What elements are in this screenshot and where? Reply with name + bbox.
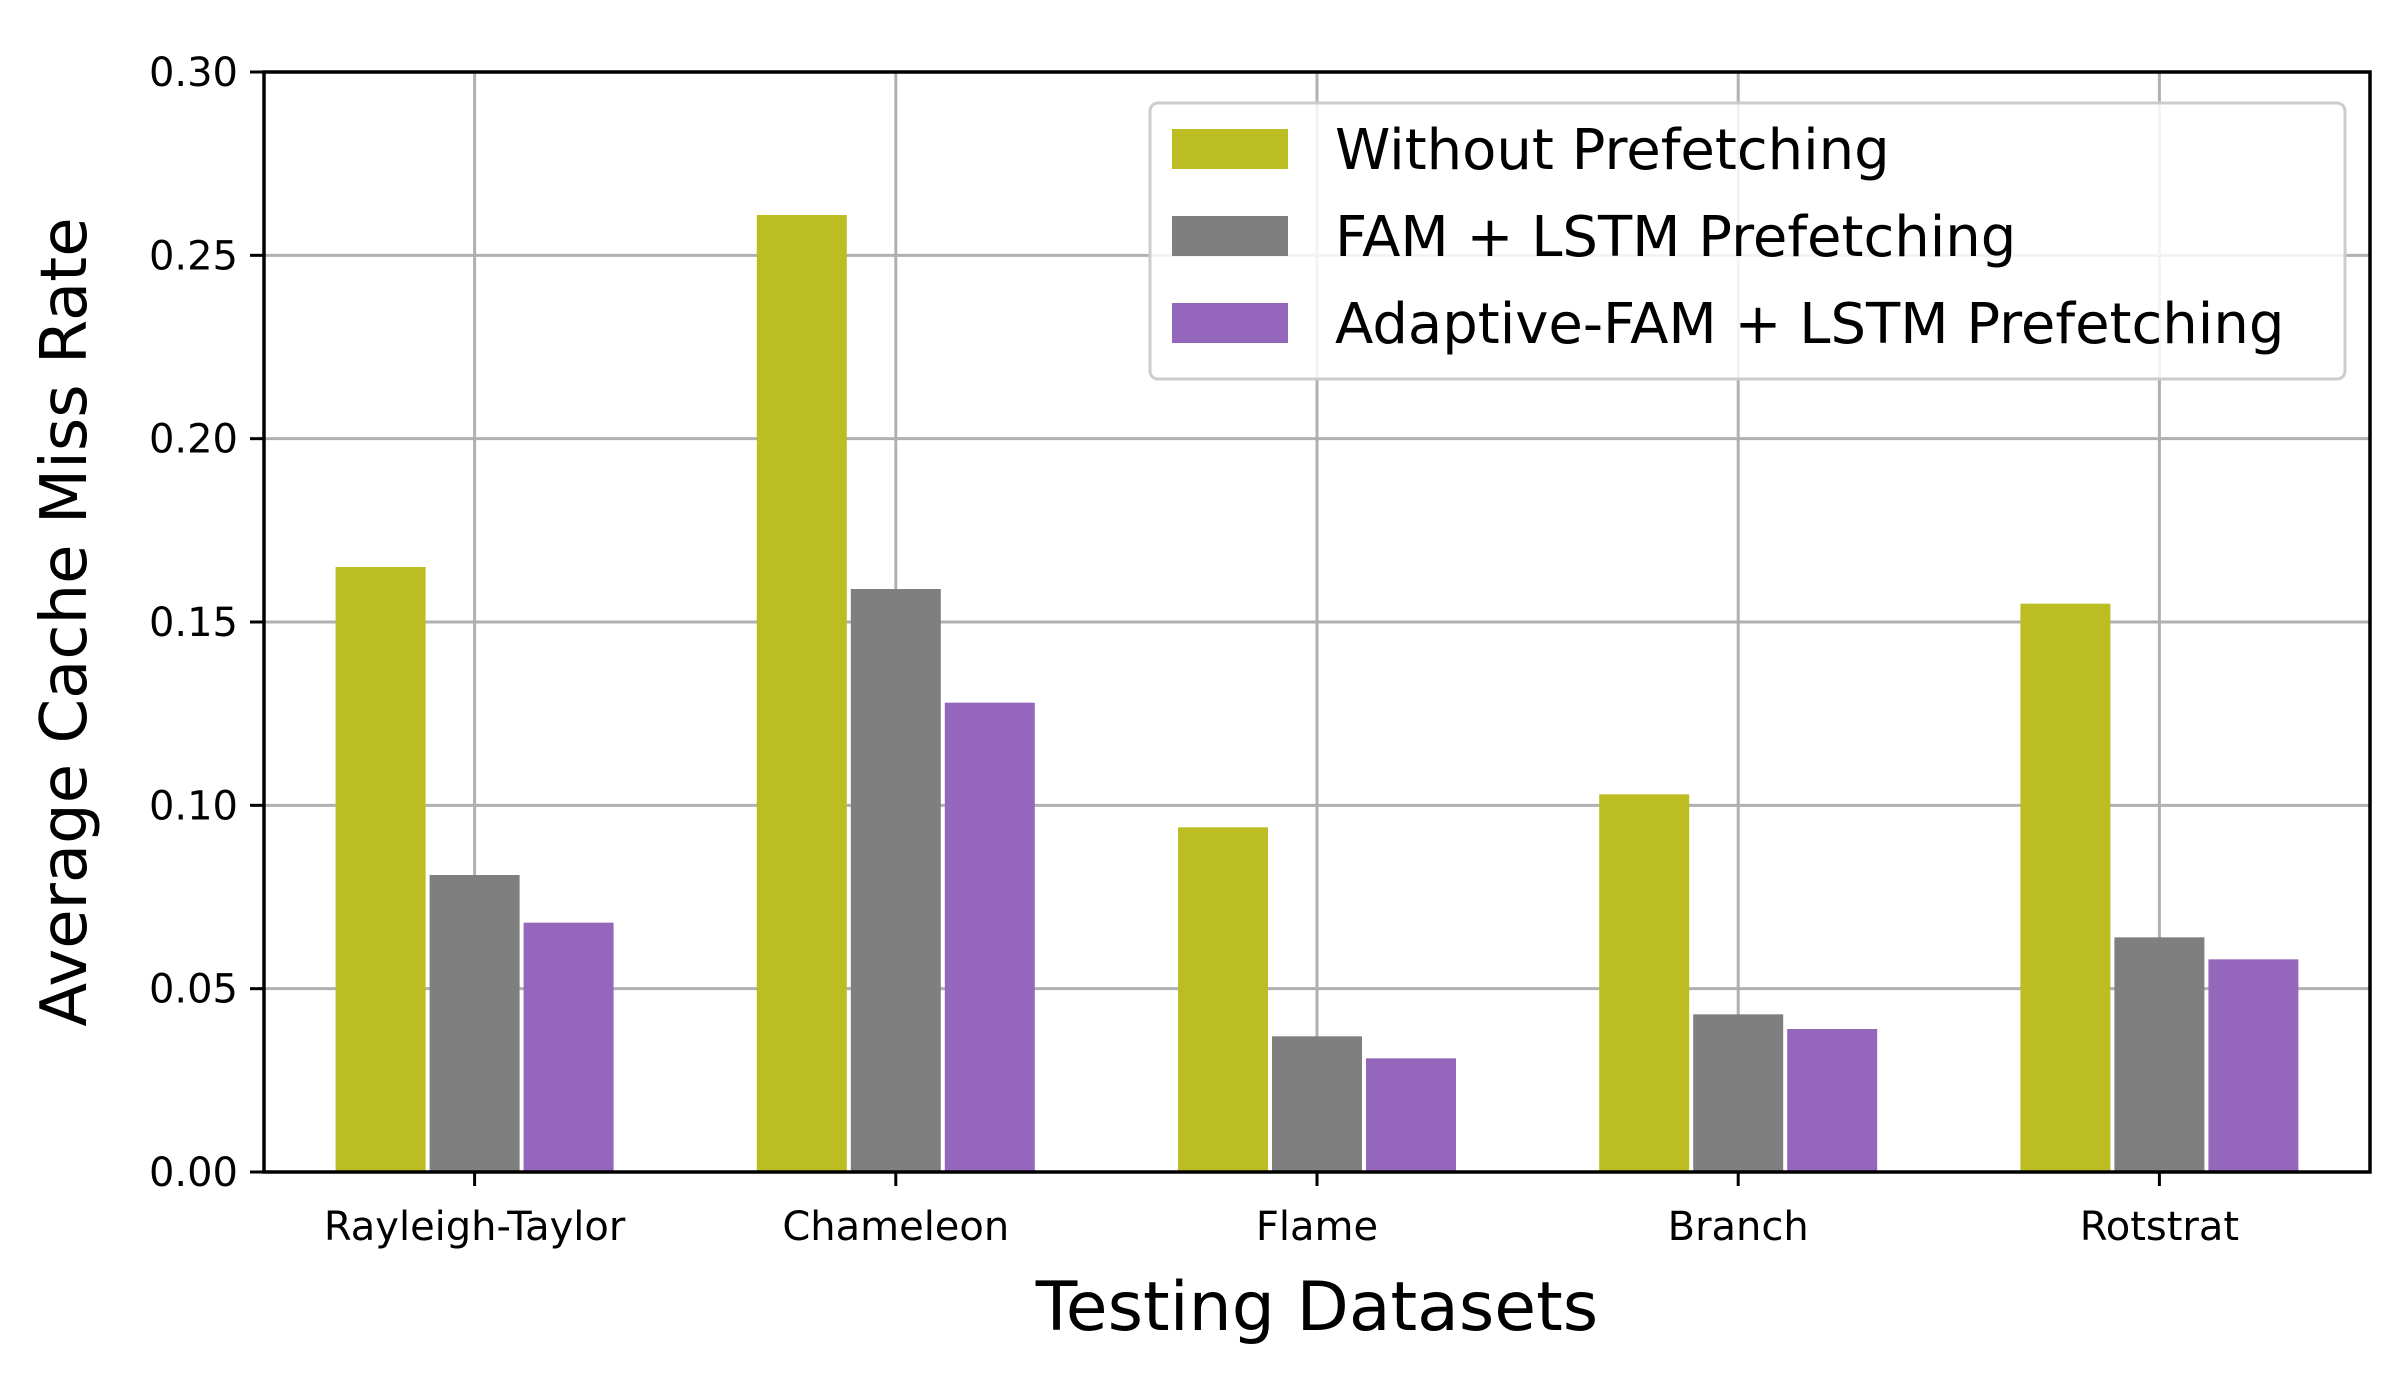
x-tick-label: Rotstrat	[2080, 1204, 2239, 1250]
bar-chameleon-series-3	[944, 702, 1035, 1172]
y-axis: 0.00 0.05 0.10 0.15 0.20 0.25 0.30	[149, 50, 264, 1196]
legend-label: Without Prefetching	[1335, 118, 1890, 183]
bar-flame-series-2	[1272, 1036, 1362, 1172]
y-tick-label: 0.25	[149, 233, 238, 279]
legend-label: FAM + LSTM Prefetching	[1335, 205, 2016, 270]
legend-label: Adaptive-FAM + LSTM Prefetching	[1335, 292, 2284, 357]
bar-chameleon-series-2	[850, 589, 941, 1172]
y-tick-label: 0.15	[149, 600, 238, 646]
legend-swatch	[1172, 216, 1288, 256]
bar-branch-series-3	[1787, 1029, 1878, 1172]
bar-rayleigh-taylor-series-3	[523, 922, 614, 1172]
legend-swatch	[1172, 129, 1288, 169]
x-tick-label: Rayleigh-Taylor	[324, 1204, 626, 1250]
bar-chameleon-series-1	[756, 215, 847, 1172]
bars	[335, 215, 2299, 1172]
legend-frame	[1148, 101, 2347, 381]
legend: Without Prefetching FAM + LSTM Prefetchin…	[1148, 101, 2347, 381]
y-tick-label: 0.20	[149, 417, 238, 463]
x-tick-label: Flame	[1256, 1204, 1378, 1250]
y-axis-title: Average Cache Miss Rate	[28, 217, 102, 1026]
bar-branch-series-1	[1599, 794, 1690, 1172]
y-tick-label: 0.05	[149, 967, 238, 1013]
bar-rotstrat-series-3	[2208, 959, 2299, 1172]
bar-branch-series-2	[1693, 1014, 1784, 1172]
bar-rotstrat-series-1	[2020, 603, 2111, 1172]
legend-swatch	[1172, 303, 1288, 343]
bar-flame-series-1	[1178, 827, 1268, 1172]
x-axis-title: Testing Datasets	[1035, 1268, 1598, 1347]
bar-rayleigh-taylor-series-2	[429, 875, 520, 1172]
x-tick-label: Branch	[1668, 1204, 1809, 1250]
bar-flame-series-3	[1366, 1058, 1456, 1172]
x-axis: Rayleigh-Taylor Chameleon Flame Branch Rotst…	[324, 1172, 2239, 1250]
bar-rayleigh-taylor-series-1	[335, 567, 426, 1172]
bar-rotstrat-series-2	[2114, 937, 2205, 1172]
y-tick-label: 0.30	[149, 50, 238, 96]
y-tick-label: 0.10	[149, 783, 238, 829]
y-tick-label: 0.00	[149, 1150, 238, 1196]
x-tick-label: Chameleon	[782, 1204, 1009, 1250]
